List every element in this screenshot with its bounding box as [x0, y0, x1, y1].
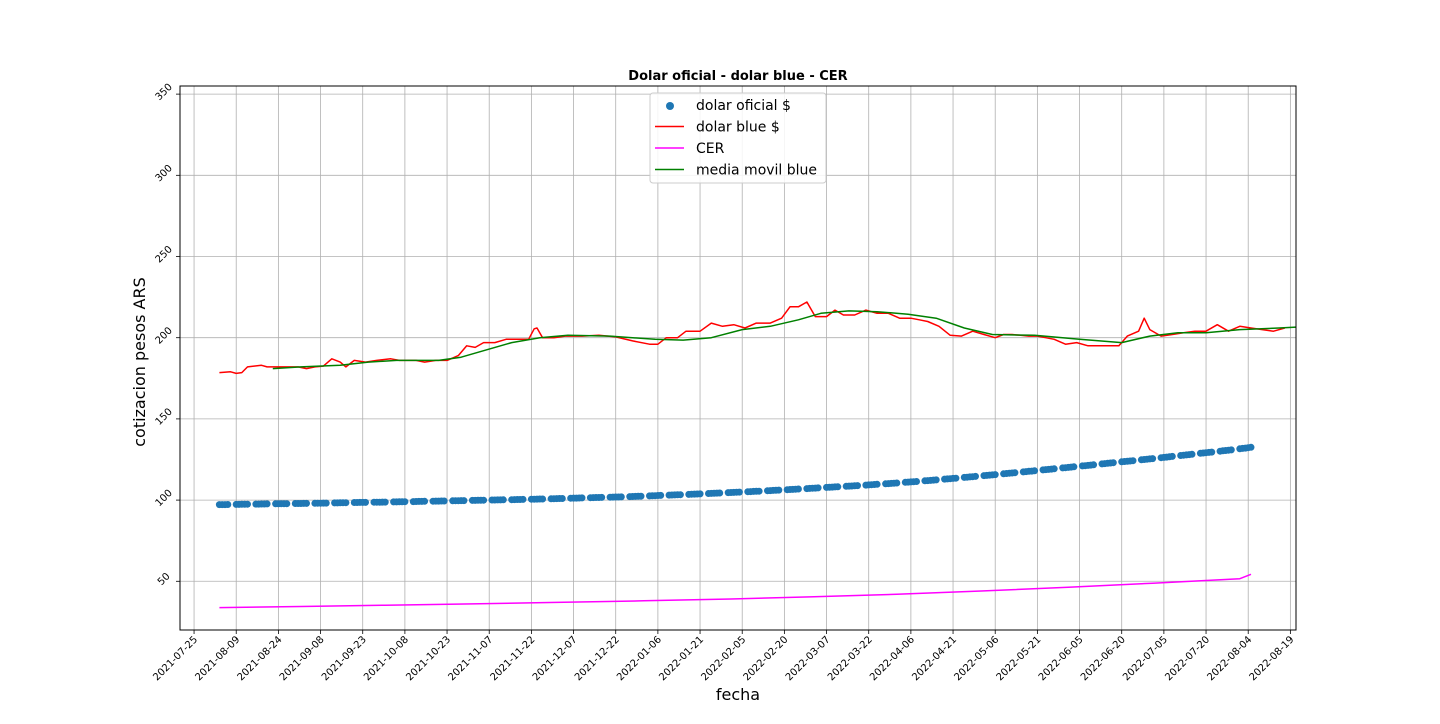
oficial-point	[1188, 450, 1196, 458]
series-line-media-movil-blue	[272, 310, 1297, 370]
oficial-point	[617, 493, 625, 501]
grid	[180, 86, 1296, 630]
legend-label: dolar oficial $	[696, 98, 791, 114]
oficial-point	[1208, 448, 1216, 456]
oficial-point	[1168, 452, 1176, 460]
oficial-point	[480, 496, 488, 504]
oficial-point	[657, 491, 665, 499]
oficial-point	[244, 500, 251, 508]
oficial-point	[932, 476, 940, 484]
legend: dolar oficial $ dolar blue $ CER media movi…	[649, 92, 827, 184]
oficial-point	[716, 489, 724, 497]
oficial-point	[972, 472, 979, 480]
oficial-point	[421, 497, 429, 505]
oficial-point	[440, 497, 448, 505]
oficial-point	[1070, 463, 1078, 471]
oficial-point	[676, 491, 684, 499]
legend-box	[649, 92, 827, 184]
oficial-point	[1011, 469, 1019, 477]
oficial-point	[1227, 446, 1235, 454]
oficial-point	[519, 495, 527, 503]
oficial-point	[775, 486, 783, 494]
oficial-point	[342, 499, 350, 507]
legend-marker	[666, 102, 674, 110]
oficial-point	[1050, 465, 1058, 473]
oficial-point	[322, 499, 330, 507]
oficial-point	[873, 480, 881, 488]
oficial-point	[499, 496, 507, 504]
series-line-cer	[219, 573, 1252, 609]
oficial-point	[735, 488, 743, 496]
oficial-point	[637, 492, 645, 500]
chart-title: Dolar oficial - dolar blue - CER	[628, 69, 847, 84]
oficial-point	[1129, 457, 1137, 465]
oficial-point	[1031, 467, 1039, 475]
series-line-dolar-blue-	[219, 301, 1286, 375]
oficial-point	[696, 490, 704, 498]
legend-label: media movil blue	[696, 163, 817, 179]
oficial-point	[558, 495, 566, 502]
oficial-point	[854, 482, 861, 490]
oficial-point	[263, 500, 271, 508]
oficial-point	[814, 484, 822, 492]
x-axis-label: fecha	[716, 685, 760, 704]
oficial-point	[460, 497, 468, 505]
oficial-point	[303, 499, 310, 507]
oficial-point	[1090, 461, 1098, 469]
oficial-point	[991, 471, 999, 479]
series-area	[215, 301, 1297, 609]
oficial-point	[401, 498, 409, 506]
oficial-point	[362, 498, 369, 506]
legend-label: dolar blue $	[696, 120, 780, 136]
oficial-point	[913, 478, 920, 485]
oficial-point	[952, 474, 960, 482]
oficial-point	[1247, 443, 1255, 451]
y-axis-label: cotizacion pesos ARS	[130, 277, 149, 447]
oficial-point	[578, 494, 586, 502]
oficial-point	[1109, 459, 1117, 467]
oficial-point	[1149, 455, 1157, 463]
oficial-point	[381, 498, 389, 506]
legend-label: CER	[696, 141, 725, 157]
oficial-point	[794, 485, 802, 493]
oficial-point	[893, 479, 901, 487]
oficial-point	[755, 487, 763, 495]
oficial-point	[224, 501, 232, 508]
oficial-point	[598, 493, 606, 501]
oficial-point	[283, 500, 291, 508]
oficial-point	[539, 495, 547, 503]
plot-frame	[179, 85, 1297, 631]
oficial-point	[834, 483, 842, 491]
